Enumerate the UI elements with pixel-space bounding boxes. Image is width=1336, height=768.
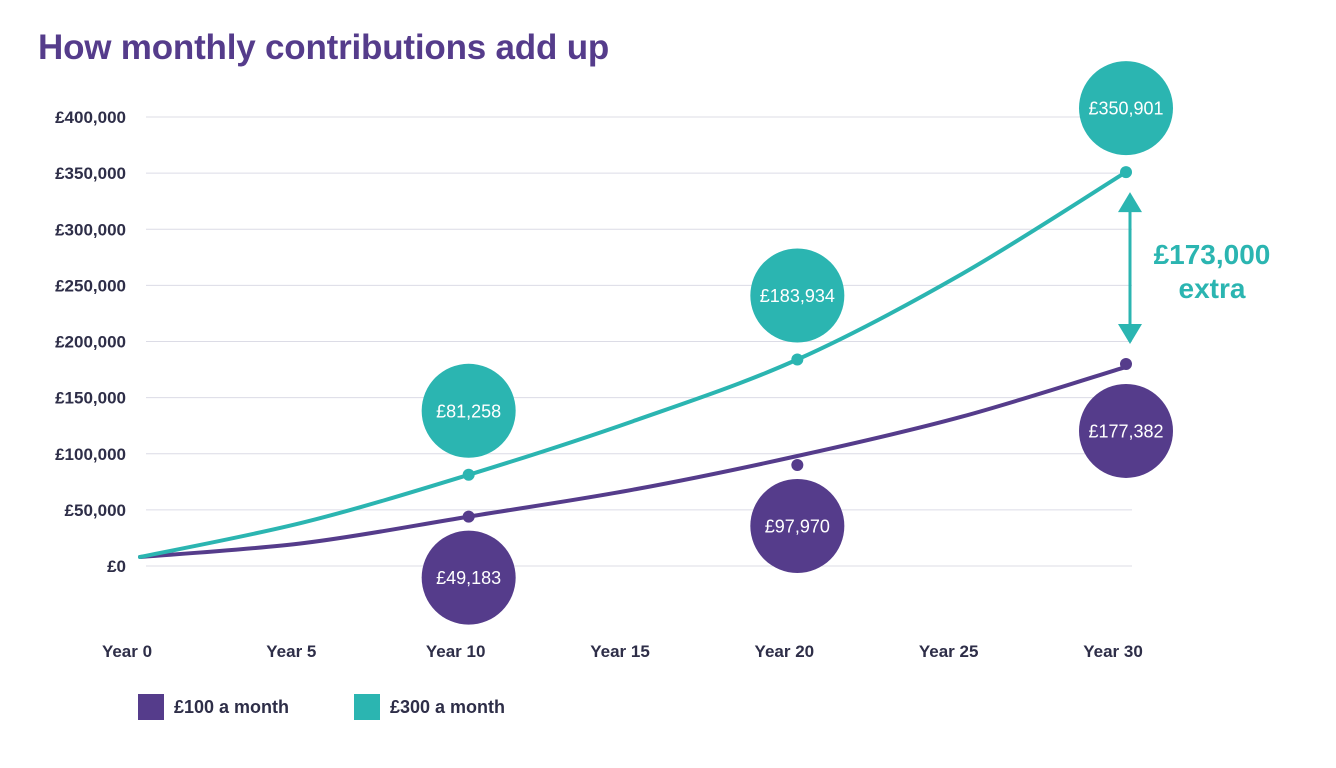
series-line-100 (138, 364, 1128, 559)
series-lines (138, 170, 1128, 559)
series-line-300 (138, 170, 1128, 559)
y-tick-label: £50,000 (65, 501, 126, 520)
legend-item-300: £300 a month (354, 694, 505, 720)
y-tick-label: £200,000 (55, 333, 126, 352)
arrow-up-icon (1118, 192, 1142, 213)
x-tick-label: Year 0 (102, 642, 152, 661)
value-label-100: £177,382 (1088, 421, 1163, 441)
value-bubbles: £49,183 £97,970 £177,382 £81,258 £183,934 £35… (421, 61, 1173, 625)
x-tick-label: Year 25 (919, 642, 979, 661)
value-label-300: £183,934 (760, 286, 835, 306)
value-bubble-100 (750, 478, 845, 573)
x-tick-label: Year 15 (590, 642, 650, 661)
y-tick-label: £250,000 (55, 276, 126, 295)
x-axis-ticks: Year 0 Year 5 Year 10 Year 15 Year 20 Year 25… (102, 642, 1143, 661)
y-tick-label: £100,000 (55, 445, 126, 464)
value-label-300: £350,901 (1088, 99, 1163, 119)
value-bubble-300 (1079, 61, 1173, 156)
y-tick-label: £0 (107, 557, 126, 576)
x-tick-label: Year 5 (266, 642, 316, 661)
y-tick-label: £350,000 (55, 164, 126, 183)
value-label-300: £81,258 (436, 401, 501, 421)
legend-label-300: £300 a month (390, 696, 506, 717)
chart-title: How monthly contributions add up (38, 28, 610, 67)
legend-swatch-100 (138, 694, 164, 720)
value-label-100: £49,183 (436, 568, 501, 588)
legend-swatch-300 (354, 694, 380, 720)
difference-amount-label: £173,000 (1154, 239, 1271, 270)
data-point-300 (1120, 166, 1132, 179)
value-bubble-100 (1079, 383, 1173, 478)
y-axis-ticks: £0 £50,000 £100,000 £150,000 £200,000 £250,00… (55, 108, 126, 576)
x-tick-label: Year 30 (1083, 642, 1143, 661)
value-bubble-100 (421, 530, 516, 625)
data-point-300 (791, 353, 804, 366)
value-label-100: £97,970 (765, 516, 830, 536)
y-tick-label: £400,000 (55, 108, 126, 127)
y-tick-label: £150,000 (55, 389, 126, 408)
data-point-300 (462, 468, 475, 481)
value-bubble-300 (750, 248, 845, 343)
x-tick-label: Year 10 (426, 642, 486, 661)
difference-extra-label: extra (1179, 273, 1246, 304)
grid-lines (146, 116, 1132, 567)
x-tick-label: Year 20 (755, 642, 815, 661)
y-tick-label: £300,000 (55, 220, 126, 239)
legend-item-100: £100 a month (138, 694, 289, 720)
legend-label-100: £100 a month (174, 696, 290, 717)
series-points (462, 166, 1132, 523)
value-bubble-300 (421, 363, 516, 458)
arrow-down-icon (1118, 323, 1142, 344)
data-point-100 (462, 510, 475, 523)
data-point-100 (791, 458, 804, 471)
data-point-100 (1120, 357, 1132, 370)
